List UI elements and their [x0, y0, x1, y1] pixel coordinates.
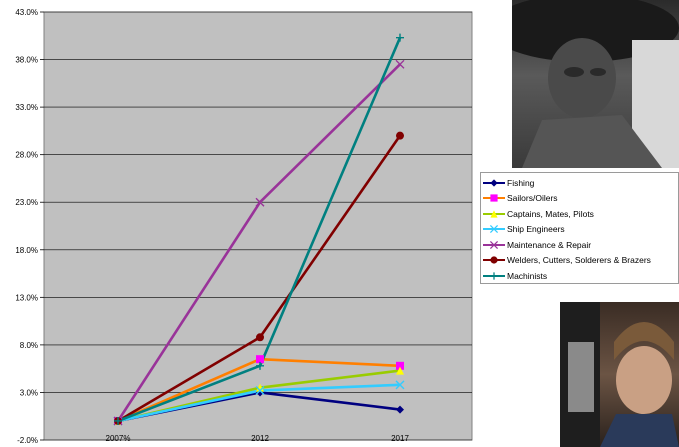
worker-photo-top: [512, 0, 679, 168]
legend-swatch: [483, 194, 505, 202]
legend-marker: [489, 225, 499, 234]
legend-item-welders-cutters-solderers-brazers: Welders, Cutters, Solderers & Brazers: [483, 253, 678, 269]
line-chart: 43.0% 38.0% 33.0% 28.0% 23.0% 18.0% 13.0% 8.0% 3…: [15, 8, 473, 445]
y-tick-label: 18.0%: [15, 246, 38, 255]
data-point-welders-cutters-solderers-brazers: [396, 131, 404, 140]
legend-swatch: [483, 225, 505, 234]
legend-swatch: [483, 256, 505, 264]
legend-marker: [490, 179, 498, 187]
legend-label: Machinists: [507, 270, 548, 281]
y-tick-label: 3.0%: [20, 388, 38, 397]
legend-swatch: [483, 272, 505, 280]
y-axis-ticks: 43.0% 38.0% 33.0% 28.0% 23.0% 18.0% 13.0% 8.0% 3…: [15, 8, 44, 445]
y-tick-label: 28.0%: [15, 151, 38, 160]
plot-area: [43, 11, 473, 441]
legend-swatch: [483, 210, 505, 218]
worker-photo-bottom: [560, 302, 679, 447]
legend-item-sailors-oilers: Sailors/Oilers: [483, 191, 678, 207]
legend-item-machinists: Machinists: [483, 268, 678, 284]
legend-marker: [490, 272, 498, 280]
data-point-captains-mates-pilots: [256, 383, 264, 392]
legend-label: Welders, Cutters, Solderers & Brazers: [507, 255, 651, 266]
legend-marker: [490, 194, 498, 202]
data-point-welders-cutters-solderers-brazers: [256, 333, 264, 342]
legend-label: Maintenance & Repair: [507, 239, 592, 250]
y-tick-label: 33.0%: [15, 103, 38, 112]
legend-item-captains-mates-pilots: Captains, Mates, Pilots: [483, 206, 678, 222]
y-tick-label: -2.0%: [17, 436, 38, 445]
chart-legend: Fishing Sailors/Oilers Captains, Mates, Pi…: [480, 172, 679, 284]
legend-swatch: [483, 240, 505, 249]
data-point-maintenance-repair: [395, 59, 405, 69]
y-tick-label: 23.0%: [15, 198, 38, 207]
data-point-ship-engineers: [395, 380, 405, 390]
data-point-machinists: [396, 33, 404, 42]
legend-marker: [490, 256, 498, 264]
x-tick-label: 2012: [251, 434, 269, 443]
x-tick-label: 2007%: [106, 434, 131, 443]
y-tick-label: 43.0%: [15, 8, 38, 17]
legend-marker: [490, 210, 498, 218]
legend-item-maintenance-repair: Maintenance & Repair: [483, 237, 678, 253]
y-tick-label: 8.0%: [20, 341, 38, 350]
data-point-sailors-oilers: [256, 355, 264, 364]
legend-label: Fishing: [507, 177, 535, 188]
legend-item-ship-engineers: Ship Engineers: [483, 222, 678, 238]
y-tick-label: 13.0%: [15, 293, 38, 302]
legend-swatch: [483, 179, 505, 187]
data-point-captains-mates-pilots: [396, 366, 404, 375]
x-tick-label: 2017: [391, 434, 409, 443]
x-axis-ticks: 2007% 2012 2017: [106, 434, 410, 443]
data-point-fishing: [396, 405, 404, 414]
data-point-sailors-oilers: [396, 361, 404, 370]
legend-label: Ship Engineers: [507, 224, 565, 235]
data-point-machinists: [256, 361, 264, 370]
y-tick-label: 38.0%: [15, 56, 38, 65]
legend-item-fishing: Fishing: [483, 175, 678, 191]
data-point-maintenance-repair: [255, 197, 265, 207]
data-point-machinists: [114, 416, 122, 425]
legend-label: Sailors/Oilers: [507, 193, 558, 204]
series-markers: [113, 33, 405, 426]
data-point-ship-engineers: [255, 386, 265, 396]
legend-marker: [489, 240, 499, 249]
legend-label: Captains, Mates, Pilots: [507, 208, 594, 219]
